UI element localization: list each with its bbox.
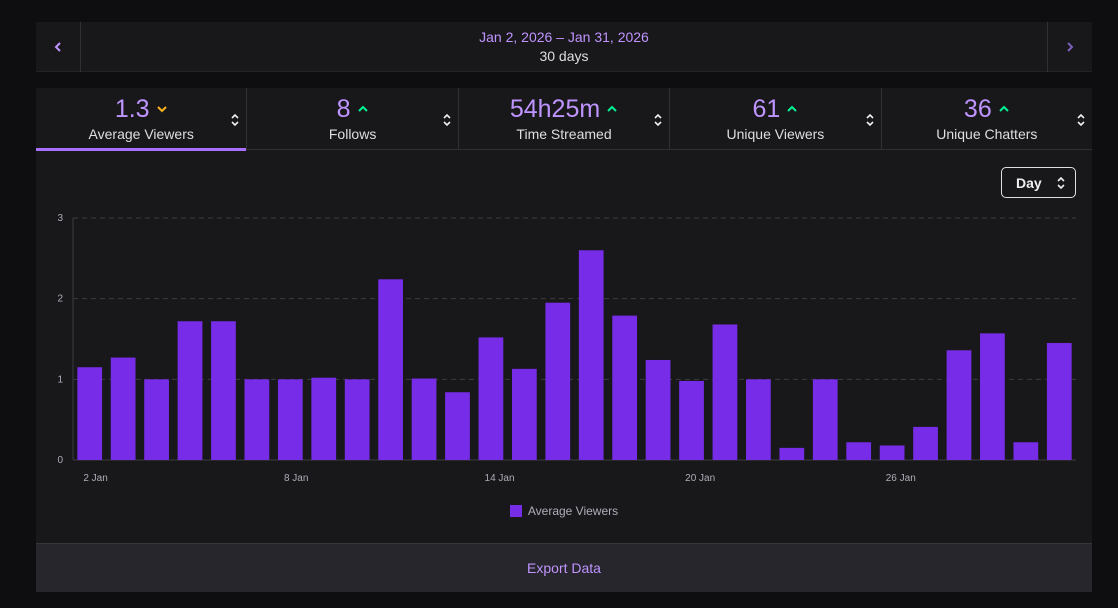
date-range-bar: Jan 2, 2026 – Jan 31, 2026 30 days [36, 22, 1092, 72]
tab-value-row: 61 [753, 95, 799, 123]
tab-unique-viewers[interactable]: 61 Unique Viewers [670, 88, 882, 150]
tab-value: 8 [336, 95, 351, 123]
bar-31-jan[interactable] [1046, 343, 1072, 460]
tab-value: 54h25m [509, 95, 601, 123]
trend-up-icon [787, 105, 798, 112]
sort-icon[interactable] [230, 112, 240, 128]
stats-panel: 1.3 Average Viewers 8 Follows 54h25m Time Str… [36, 88, 1092, 592]
bar-10-jan[interactable] [344, 379, 370, 460]
granularity-select-value: Day [1016, 174, 1042, 191]
tab-label: Unique Viewers [726, 126, 825, 142]
metric-tabs: 1.3 Average Viewers 8 Follows 54h25m Time Str… [36, 88, 1092, 151]
sort-icon[interactable] [653, 112, 663, 128]
tab-value: 61 [752, 95, 781, 123]
bar-20-jan[interactable] [679, 380, 704, 460]
bar-26-jan[interactable] [879, 445, 905, 460]
tab-time-streamed[interactable]: 54h25m Time Streamed [459, 88, 671, 150]
tab-label: Time Streamed [516, 126, 612, 142]
export-data-button[interactable]: Export Data [36, 543, 1092, 592]
tab-value: 36 [963, 95, 992, 123]
bar-30-jan[interactable] [1013, 442, 1039, 460]
date-range-duration: 30 days [539, 48, 589, 64]
tab-value-row: 1.3 [115, 95, 168, 123]
trend-up-icon [357, 105, 368, 112]
sort-icon[interactable] [442, 112, 452, 128]
chevron-up-down-icon [1057, 176, 1065, 189]
granularity-select[interactable]: Day [1001, 167, 1076, 198]
bar-22-jan[interactable] [746, 379, 771, 460]
bar-6-jan[interactable] [211, 321, 236, 460]
bar-13-jan[interactable] [445, 392, 470, 460]
bar-19-jan[interactable] [645, 359, 671, 460]
bar-18-jan[interactable] [612, 315, 638, 460]
x-tick-label: 20 Jan [685, 473, 715, 484]
x-tick-label: 8 Jan [284, 473, 308, 484]
average-viewers-chart: 0 1 2 3 2 Jan 8 Jan 14 Jan 20 Jan 26 Jan [57, 213, 1076, 484]
bar-12-jan[interactable] [411, 378, 437, 460]
x-tick-label: 2 Jan [83, 473, 107, 484]
bar-23-jan[interactable] [779, 447, 805, 460]
trend-up-icon [607, 105, 617, 112]
trend-down-icon [156, 106, 167, 113]
y-tick-label: 1 [57, 374, 63, 385]
bar-29-jan[interactable] [980, 333, 1005, 460]
tab-unique-chatters[interactable]: 36 Unique Chatters [882, 88, 1092, 150]
tab-label: Unique Chatters [936, 126, 1038, 142]
trend-up-icon [999, 105, 1009, 112]
bar-2-jan[interactable] [77, 367, 103, 460]
chevron-left-icon [54, 42, 61, 52]
tab-value-row: 54h25m [510, 95, 618, 123]
tab-value: 1.3 [114, 95, 150, 123]
bar-16-jan[interactable] [545, 302, 571, 460]
date-range-dates: Jan 2, 2026 – Jan 31, 2026 [479, 29, 649, 45]
y-tick-label: 2 [57, 294, 63, 305]
legend-swatch [509, 505, 522, 517]
tab-label: Follows [328, 126, 377, 142]
bar-4-jan[interactable] [144, 379, 169, 460]
bar-14-jan[interactable] [478, 337, 504, 460]
chart-legend: Average Viewers [36, 503, 1092, 519]
tab-label: Average Viewers [88, 126, 194, 142]
bar-25-jan[interactable] [846, 442, 872, 460]
bar-5-jan[interactable] [177, 321, 203, 460]
bar-3-jan[interactable] [110, 357, 136, 460]
sort-icon[interactable] [1076, 112, 1086, 128]
bar-7-jan[interactable] [244, 379, 270, 460]
bar-17-jan[interactable] [578, 250, 604, 460]
legend-label: Average Viewers [527, 504, 619, 518]
tab-value-row: 36 [964, 95, 1010, 123]
bar-28-jan[interactable] [946, 350, 972, 460]
tab-value-row: 8 [337, 95, 369, 123]
bar-27-jan[interactable] [913, 426, 938, 460]
next-period-button[interactable] [1047, 22, 1092, 72]
chevron-right-icon [1067, 42, 1074, 52]
previous-period-button[interactable] [36, 22, 81, 72]
x-tick-label: 14 Jan [485, 473, 515, 484]
sort-icon[interactable] [865, 112, 875, 128]
y-tick-label: 3 [57, 213, 63, 224]
bar-21-jan[interactable] [712, 324, 738, 460]
tab-average-viewers[interactable]: 1.3 Average Viewers [36, 88, 248, 151]
bar-9-jan[interactable] [311, 377, 337, 460]
y-tick-label: 0 [57, 455, 63, 466]
tab-follows[interactable]: 8 Follows [247, 88, 459, 150]
bar-15-jan[interactable] [511, 368, 537, 460]
bar-11-jan[interactable] [378, 279, 403, 460]
bar-24-jan[interactable] [812, 379, 838, 460]
date-range: Jan 2, 2026 – Jan 31, 2026 30 days [80, 22, 1048, 72]
bar-8-jan[interactable] [277, 379, 303, 460]
x-tick-label: 26 Jan [886, 473, 916, 484]
